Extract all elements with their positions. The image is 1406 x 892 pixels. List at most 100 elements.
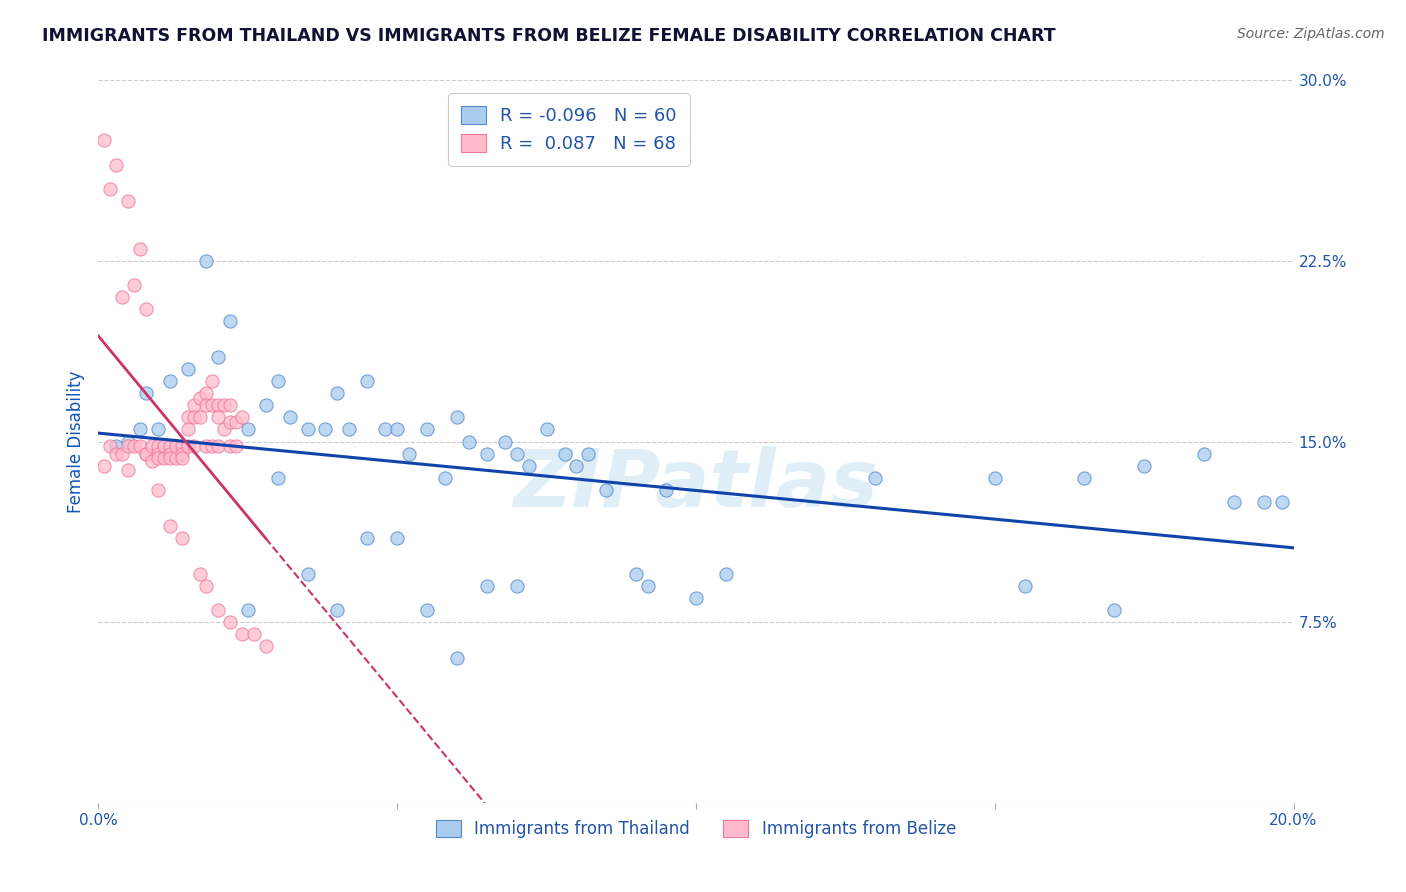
Point [434, 470, 457, 484]
Point [195, 398, 218, 412]
Point [195, 439, 218, 453]
Point [1271, 494, 1294, 508]
Point [536, 422, 558, 436]
Point [506, 579, 529, 593]
Point [105, 446, 128, 460]
Point [565, 458, 588, 473]
Point [153, 439, 176, 453]
Point [1104, 603, 1126, 617]
Point [148, 451, 170, 466]
Point [165, 451, 187, 466]
Point [135, 446, 157, 460]
Point [517, 458, 540, 473]
Text: ZIPatlas: ZIPatlas [513, 446, 879, 524]
Point [172, 451, 194, 466]
Point [159, 451, 181, 466]
Point [416, 603, 439, 617]
Point [685, 591, 707, 605]
Point [554, 446, 576, 460]
Point [98, 439, 122, 453]
Point [578, 446, 600, 460]
Point [207, 410, 229, 425]
Point [159, 374, 181, 388]
Point [111, 290, 134, 304]
Point [141, 454, 163, 468]
Point [124, 439, 146, 453]
Point [236, 422, 259, 436]
Point [172, 531, 194, 545]
Point [339, 422, 361, 436]
Point [183, 439, 205, 453]
Text: Source: ZipAtlas.com: Source: ZipAtlas.com [1237, 27, 1385, 41]
Point [494, 434, 516, 449]
Point [117, 463, 139, 477]
Point [254, 398, 277, 412]
Point [637, 579, 659, 593]
Point [124, 277, 146, 292]
Point [172, 446, 194, 460]
Point [714, 567, 737, 582]
Point [865, 470, 887, 484]
Point [201, 439, 224, 453]
Point [446, 410, 468, 425]
Point [201, 374, 224, 388]
Point [458, 434, 481, 449]
Point [177, 422, 200, 436]
Point [172, 439, 194, 453]
Point [356, 531, 378, 545]
Point [1073, 470, 1095, 484]
Point [1253, 494, 1275, 508]
Point [1192, 446, 1215, 460]
Point [195, 579, 218, 593]
Point [129, 242, 152, 256]
Point [159, 518, 181, 533]
Point [475, 446, 498, 460]
Point [219, 314, 242, 328]
Point [195, 253, 218, 268]
Point [446, 651, 468, 665]
Point [135, 386, 157, 401]
Point [278, 410, 301, 425]
Point [177, 410, 200, 425]
Point [219, 439, 242, 453]
Point [297, 422, 319, 436]
Point [212, 422, 235, 436]
Point [984, 470, 1007, 484]
Point [129, 422, 152, 436]
Point [595, 483, 617, 497]
Point [188, 410, 211, 425]
Point [93, 133, 115, 147]
Point [267, 374, 290, 388]
Point [1133, 458, 1156, 473]
Point [135, 446, 157, 460]
Point [212, 398, 235, 412]
Point [385, 422, 409, 436]
Point [398, 446, 420, 460]
Point [475, 579, 498, 593]
Point [374, 422, 396, 436]
Point [267, 470, 290, 484]
Point [297, 567, 319, 582]
Point [129, 439, 152, 453]
Y-axis label: Female Disability: Female Disability [66, 370, 84, 513]
Point [243, 627, 266, 641]
Point [385, 531, 409, 545]
Point [207, 439, 229, 453]
Point [148, 439, 170, 453]
Point [188, 567, 211, 582]
Point [1014, 579, 1036, 593]
Point [356, 374, 378, 388]
Legend: Immigrants from Thailand, Immigrants from Belize: Immigrants from Thailand, Immigrants fro… [429, 814, 963, 845]
Point [231, 410, 253, 425]
Point [219, 415, 242, 429]
Point [236, 603, 259, 617]
Point [117, 194, 139, 208]
Point [219, 398, 242, 412]
Point [159, 439, 181, 453]
Point [326, 603, 349, 617]
Point [1223, 494, 1246, 508]
Point [177, 362, 200, 376]
Point [188, 391, 211, 405]
Point [148, 446, 170, 460]
Point [141, 439, 163, 453]
